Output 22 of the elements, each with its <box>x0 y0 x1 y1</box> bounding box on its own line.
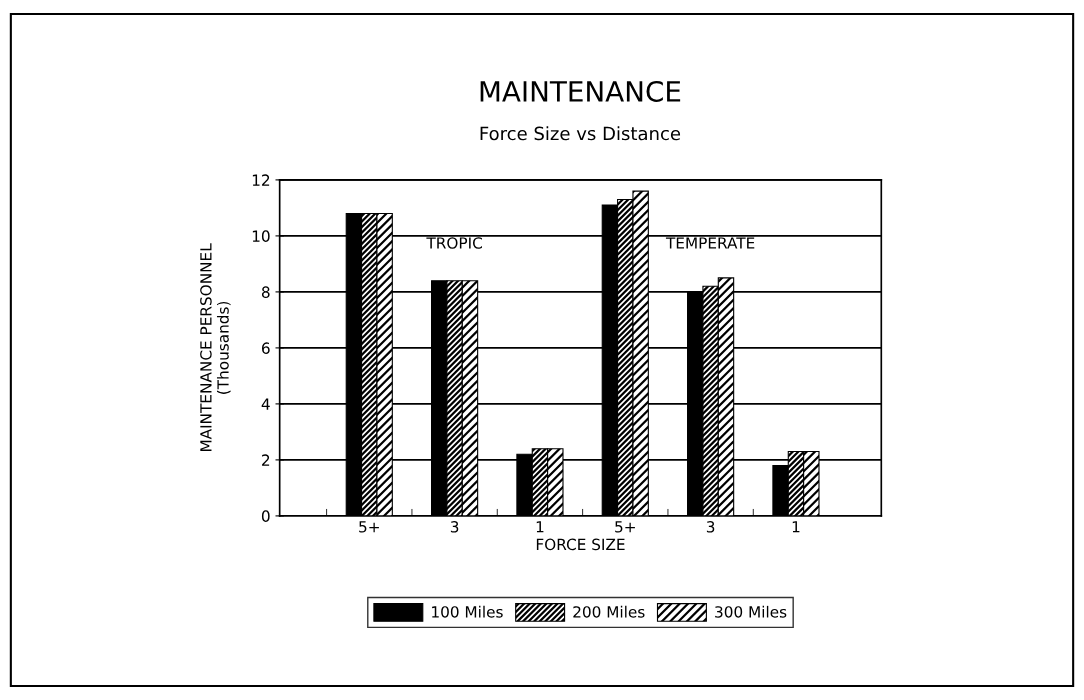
chart-subtitle: Force Size vs Distance <box>480 126 681 141</box>
y-tick-label: 2 <box>262 454 270 466</box>
x-axis-title: FORCE SIZE <box>536 538 625 551</box>
annotation: TEMPERATE <box>665 237 755 249</box>
y-tick-label: 6 <box>261 342 270 354</box>
x-tick-label: 1 <box>536 521 544 533</box>
x-tick-label: 5+ <box>615 521 635 533</box>
legend-label: 100 Miles <box>432 605 503 618</box>
y-tick-label: 0 <box>261 510 270 522</box>
chart-title: MAINTENANCE <box>480 80 681 102</box>
y-tick-label: 4 <box>261 398 270 410</box>
y-tick-label: 8 <box>261 286 270 298</box>
y-tick-label: 10 <box>252 230 270 242</box>
x-tick-label: 3 <box>450 521 459 533</box>
x-tick-label: 5+ <box>359 521 379 533</box>
legend-label: 200 Miles <box>573 605 645 618</box>
x-tick-label: 3 <box>706 521 715 533</box>
y-tick-label: 12 <box>252 174 270 186</box>
legend-label: 300 Miles <box>715 605 787 618</box>
x-tick-label: 1 <box>792 521 800 533</box>
annotation: TROPIC <box>426 237 482 249</box>
y-axis-title: MAINTENANCE PERSONNEL (Thousands) <box>200 243 231 452</box>
